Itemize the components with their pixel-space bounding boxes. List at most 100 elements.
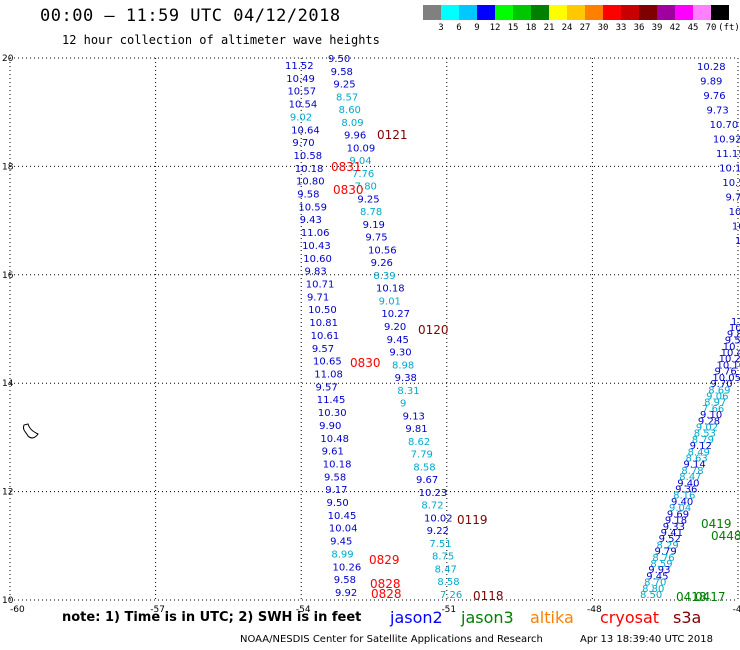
wave-height-label: 8.79 xyxy=(692,435,714,446)
scale-swatch xyxy=(567,5,585,20)
wave-height-label: 9.76 xyxy=(714,367,736,378)
wave-height-label: 10.54 xyxy=(289,100,318,111)
wave-height-label: 9.69 xyxy=(667,509,689,520)
wave-height-label: 9.25 xyxy=(333,80,355,91)
wave-height-label: 9.90 xyxy=(319,421,341,432)
wave-height-label: 9.45 xyxy=(646,571,668,582)
legend-cryosat: cryosat xyxy=(600,608,660,627)
note-text: note: 1) Time is in UTC; 2) SWH is in fe… xyxy=(62,610,362,625)
wave-height-label: 9.58 xyxy=(334,575,356,586)
wave-height-label: 10.50 xyxy=(308,305,337,316)
scale-swatch xyxy=(441,5,459,20)
wave-height-label: 8.63 xyxy=(686,454,708,465)
chart-title: 00:00 – 11:59 UTC 04/12/2018 xyxy=(40,6,341,26)
coastline-fragment xyxy=(23,423,39,439)
legend-jason3: jason3 xyxy=(461,608,514,627)
wave-height-label: 7.26 xyxy=(440,590,462,601)
wave-height-label: 9.61 xyxy=(322,447,344,458)
wave-height-label: 10.50 xyxy=(722,178,740,189)
wave-height-label: 8.16 xyxy=(673,491,695,502)
time-label: 0830 xyxy=(333,183,364,197)
scale-label: (ft) xyxy=(718,23,740,33)
wave-height-label: 8.75 xyxy=(432,552,454,563)
x-tick-label: -60 xyxy=(10,605,25,615)
time-label: 0120 xyxy=(418,323,449,337)
wave-height-label: 8.78 xyxy=(681,466,703,477)
wave-height-label: 9.40 xyxy=(671,497,693,508)
wave-height-label: 10.80 xyxy=(296,177,325,188)
wave-height-label: 8.47 xyxy=(435,564,457,575)
wave-height-label: 10.60 xyxy=(303,254,332,265)
time-label: 0419 xyxy=(701,517,732,531)
wave-height-label: 10.20 xyxy=(719,354,740,365)
wave-height-label: 9.73 xyxy=(707,106,729,117)
wave-height-label: 10 xyxy=(732,222,740,233)
wave-height-label: 10.05 xyxy=(712,373,740,384)
wave-height-label: 9.57 xyxy=(315,382,337,393)
time-label: 0830 xyxy=(350,356,381,370)
scale-label: 12 xyxy=(489,23,501,33)
wave-height-label: 9 xyxy=(400,399,406,410)
wave-height-label: 9.40 xyxy=(677,478,699,489)
wave-height-label: 10.10 xyxy=(717,360,740,371)
wave-height-label: 10.26 xyxy=(333,562,362,573)
wave-height-label: 10.92 xyxy=(713,135,740,146)
legend-jason2: jason2 xyxy=(390,608,443,627)
wave-height-label: 8.50 xyxy=(640,590,662,601)
data-labels: 11.5210.4910.5710.549.0210.649.7010.5810… xyxy=(285,54,740,604)
wave-height-label: 9.93 xyxy=(648,565,670,576)
wave-height-label: 11.08 xyxy=(314,369,343,380)
legend-s3a: s3a xyxy=(673,608,702,627)
wave-height-label: 8.70 xyxy=(644,578,666,589)
wave-height-label: 10.45 xyxy=(328,511,357,522)
scale-swatch xyxy=(531,5,549,20)
wave-height-label: 10.61 xyxy=(311,331,340,342)
y-tick-label: 18 xyxy=(2,162,14,172)
wave-height-label: 8.29 xyxy=(657,540,679,551)
wave-height-label: 10.27 xyxy=(381,309,410,320)
wave-height-label: 9.50 xyxy=(328,54,350,65)
grid-lines xyxy=(9,57,739,601)
wave-height-label: 10.57 xyxy=(287,87,316,98)
scale-swatch xyxy=(621,5,639,20)
wave-height-label: 9.18 xyxy=(665,516,687,527)
wave-height-label: 11.15 xyxy=(716,149,740,160)
x-tick-label: -54 xyxy=(296,605,311,615)
wave-height-label: 8.76 xyxy=(652,553,674,564)
scale-label: 45 xyxy=(687,23,699,33)
wave-height-label: 9.30 xyxy=(389,348,411,359)
x-tick-label: -45 xyxy=(733,605,740,615)
chart-subtitle: 12 hour collection of altimeter wave hei… xyxy=(62,33,380,47)
wave-height-label: 9.20 xyxy=(384,322,406,333)
y-tick-label: 20 xyxy=(2,54,14,64)
scale-label: 27 xyxy=(579,23,591,33)
wave-height-label: 8.31 xyxy=(397,386,419,397)
wave-height-label: 8.58 xyxy=(437,577,459,588)
scale-label: 15 xyxy=(507,23,519,33)
wave-height-label: 10.10 xyxy=(719,164,740,175)
wave-height-label: 9.12 xyxy=(690,441,712,452)
wave-height-label: 9.67 xyxy=(416,475,438,486)
wave-height-label: 10.09 xyxy=(347,143,376,154)
wave-height-label: 9.04 xyxy=(349,156,371,167)
time-label: 0831 xyxy=(331,160,362,174)
wave-height-label: 14 xyxy=(735,236,740,247)
wave-height-label: 8.97 xyxy=(704,398,726,409)
x-tick-label: -57 xyxy=(150,605,165,615)
wave-height-label: 9.14 xyxy=(683,460,705,471)
wave-height-label: 7.66 xyxy=(702,404,724,415)
wave-height-label: 9.70 xyxy=(710,379,732,390)
y-tick-label: 12 xyxy=(2,488,13,498)
wave-height-label: 11 xyxy=(731,317,740,328)
wave-height-label: 8.78 xyxy=(360,207,382,218)
wave-height-label: 9.80 xyxy=(727,329,740,340)
wave-height-label: 9.06 xyxy=(706,391,728,402)
wave-height-label: 10.65 xyxy=(313,357,342,368)
wave-height-label: 9.28 xyxy=(698,416,720,427)
wave-height-label: 8.98 xyxy=(392,360,414,371)
wave-height-label: 10.64 xyxy=(291,125,320,136)
scale-label: 39 xyxy=(651,23,663,33)
wave-height-label: 10.56 xyxy=(368,245,397,256)
wave-height-label: 10.28 xyxy=(697,62,726,73)
